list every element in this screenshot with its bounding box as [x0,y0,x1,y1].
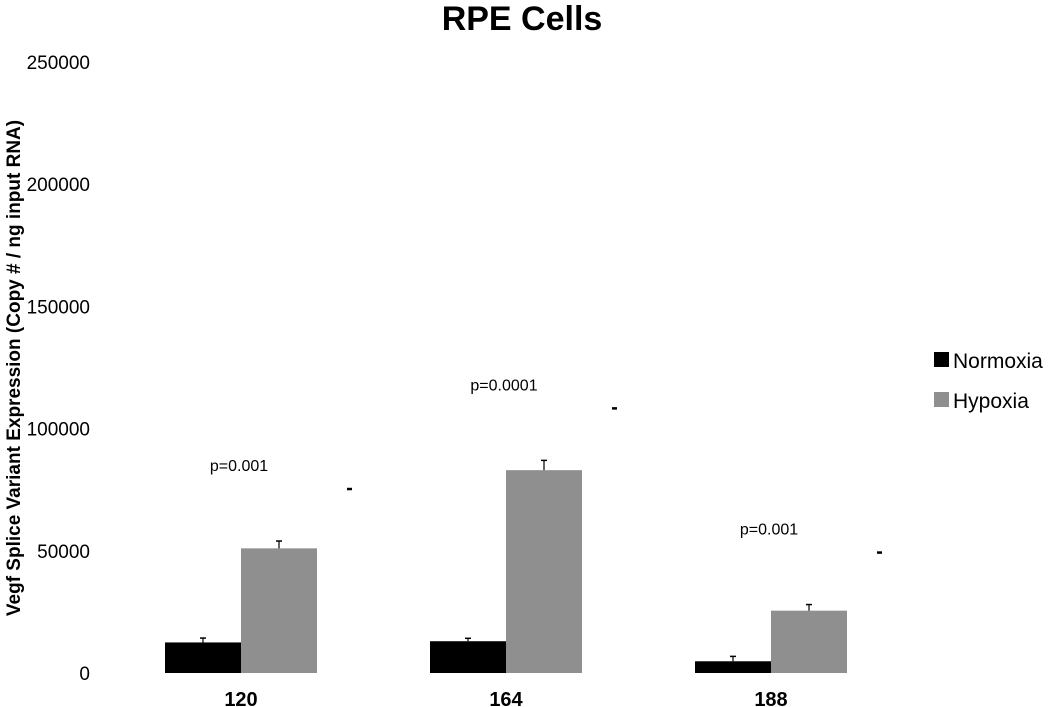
bar-normoxia-188 [695,661,771,673]
bar-normoxia-120 [165,642,241,673]
legend-label-normoxia: Normoxia [953,350,1043,373]
x-tick-label: 188 [754,689,787,707]
p-value-annotation: p=0.0001 [470,377,537,394]
p-value-annotation: p=0.001 [210,458,268,475]
chart-title: RPE Cells [442,0,603,38]
y-tick-label: 200000 [27,175,90,196]
y-tick-label: 0 [79,664,90,685]
legend-swatch-normoxia [934,352,949,367]
y-tick-label: 150000 [27,297,90,318]
y-axis-label: Vegf Splice Variant Expression (Copy # /… [4,120,25,616]
x-tick-label: 164 [489,689,523,707]
y-tick-label: 250000 [27,53,90,74]
legend-label-hypoxia: Hypoxia [953,390,1029,413]
y-tick-label: 50000 [37,542,90,563]
p-value-annotation: p=0.001 [740,522,798,539]
y-axis-ticks: 0 50000 100000 150000 200000 250000 [27,53,90,685]
bars [165,470,847,673]
error-bars [200,459,812,662]
y-tick-label: 100000 [27,420,90,441]
bar-hypoxia-120 [241,548,317,673]
legend-swatch-hypoxia [934,392,949,407]
bar-hypoxia-164 [506,470,582,673]
x-axis-ticks: 120 164 188 [224,689,787,707]
annotations: p=0.001 p=0.0001 p=0.001 [210,377,882,554]
bar-normoxia-164 [430,641,506,673]
x-tick-label: 120 [224,689,257,707]
bar-hypoxia-188 [771,610,847,673]
legend: Normoxia Hypoxia [934,350,1043,413]
